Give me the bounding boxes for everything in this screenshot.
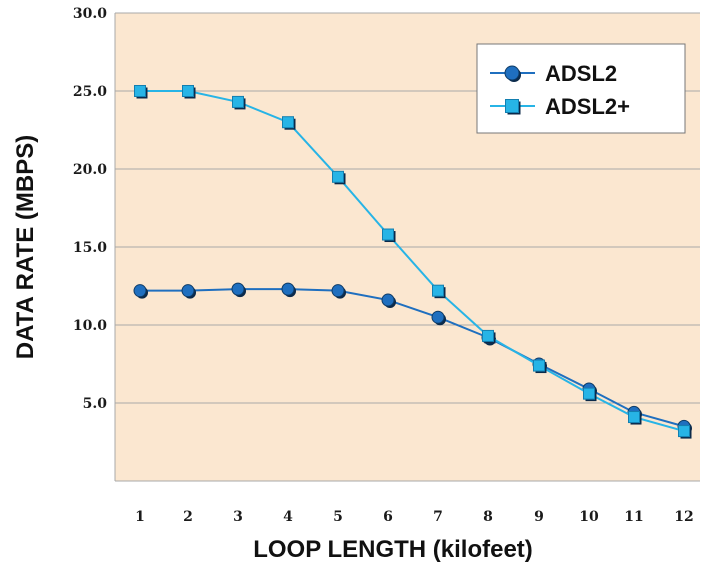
- legend-entry: ADSL2+: [490, 94, 630, 119]
- marker-body: [504, 65, 520, 81]
- marker-body: [432, 284, 444, 297]
- data-point: [331, 284, 346, 299]
- legend-marker: [505, 99, 521, 115]
- data-point: [381, 293, 396, 309]
- y-tick-label: 30.0: [73, 6, 107, 22]
- data-point: [431, 310, 446, 326]
- marker-body: [232, 95, 244, 108]
- x-tick-label: 2: [183, 509, 193, 525]
- data-point: [181, 284, 196, 299]
- marker-body: [678, 425, 690, 438]
- x-axis-title: LOOP LENGTH (kilofeet): [253, 536, 533, 563]
- y-axis-title: DATA RATE (MBPS): [12, 135, 39, 359]
- marker-body: [332, 170, 344, 183]
- x-tick-label: 12: [674, 509, 693, 525]
- marker-body: [482, 329, 494, 342]
- data-point: [232, 95, 246, 110]
- x-tick-label: 6: [383, 509, 393, 525]
- y-tick-label: 5.0: [83, 396, 108, 412]
- legend-marker: [504, 65, 521, 82]
- data-point: [533, 359, 547, 374]
- data-point: [432, 284, 446, 299]
- series-adsl2plus: [134, 85, 692, 439]
- marker-body: [628, 411, 640, 424]
- x-tick-label: 3: [233, 509, 243, 525]
- y-tick-label: 25.0: [73, 84, 107, 100]
- data-point: [482, 329, 496, 344]
- legend: ADSL2 ADSL2+: [476, 43, 686, 134]
- x-tick-label: 1: [135, 509, 145, 525]
- marker-body: [133, 284, 147, 298]
- x-tick-label: 11: [624, 509, 643, 525]
- x-tick-label: 4: [283, 509, 293, 525]
- data-point: [332, 170, 346, 185]
- data-point: [134, 85, 148, 99]
- data-point: [628, 411, 642, 425]
- marker-body: [381, 293, 395, 307]
- x-tick-label: 7: [433, 509, 443, 525]
- x-tick-labels: 1 2 3 4 5 6 7 8 9 10 11 12: [135, 509, 694, 525]
- x-tick-label: 8: [483, 509, 493, 525]
- legend-label: ADSL2+: [545, 94, 630, 119]
- marker-body: [282, 116, 294, 129]
- legend-box: [476, 43, 686, 134]
- marker-body: [281, 282, 295, 296]
- marker-body: [533, 359, 545, 372]
- y-tick-label: 20.0: [73, 162, 107, 178]
- data-point: [583, 387, 597, 402]
- gridlines: [114, 12, 700, 482]
- data-point: [282, 116, 296, 130]
- marker-body: [231, 282, 245, 296]
- marker-body: [181, 284, 195, 298]
- x-tick-label: 10: [579, 509, 599, 525]
- y-tick-label: 15.0: [73, 240, 107, 256]
- y-tick-labels: 5.0 10.0 15.0 20.0 25.0 30.0: [73, 6, 107, 412]
- data-point: [231, 282, 246, 298]
- marker-body: [431, 310, 445, 324]
- x-tick-label: 5: [333, 509, 343, 525]
- data-point: [182, 85, 196, 99]
- x-tick-label: 9: [534, 509, 544, 525]
- marker-body: [505, 99, 519, 113]
- data-point: [281, 282, 296, 298]
- marker-body: [583, 387, 595, 400]
- legend-label: ADSL2: [545, 61, 617, 86]
- data-point: [382, 228, 396, 243]
- marker-body: [182, 85, 194, 97]
- series-layer: [133, 85, 692, 439]
- data-point: [678, 425, 692, 439]
- marker-body: [134, 85, 146, 97]
- legend-entry: ADSL2: [490, 61, 617, 86]
- marker-body: [331, 284, 345, 298]
- marker-body: [382, 228, 394, 241]
- data-point: [133, 284, 148, 299]
- y-tick-label: 10.0: [73, 318, 107, 334]
